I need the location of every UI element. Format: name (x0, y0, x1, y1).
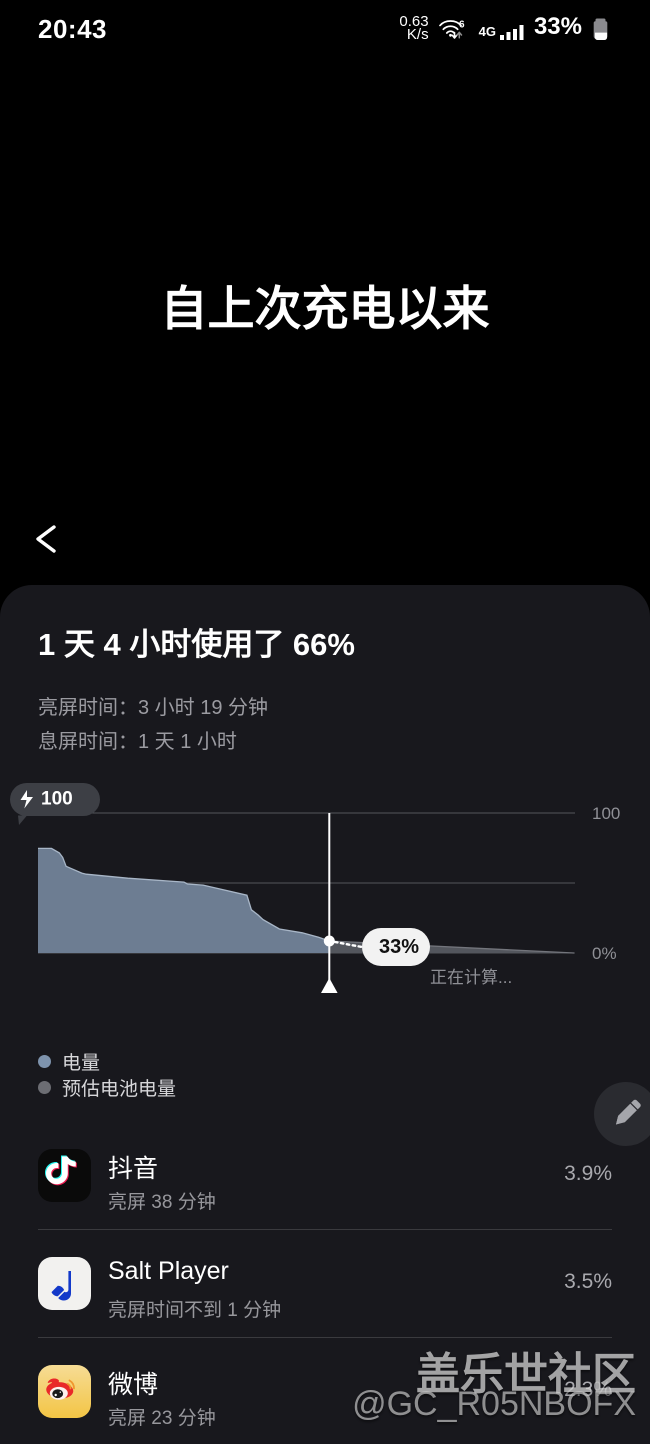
svg-text:33%: 33% (379, 936, 419, 958)
svg-text:0%: 0% (592, 944, 617, 963)
svg-text:正在计算...: 正在计算... (430, 968, 512, 987)
svg-text:100: 100 (592, 804, 620, 823)
svg-text:100: 100 (41, 789, 73, 810)
svg-text:6: 6 (459, 20, 465, 31)
